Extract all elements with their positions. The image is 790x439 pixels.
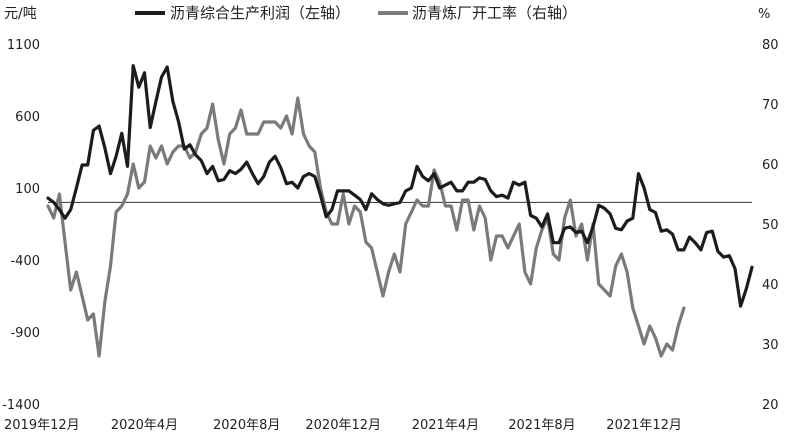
right-tick-label: 70 bbox=[762, 98, 779, 113]
left-tick-label: -400 bbox=[10, 254, 40, 269]
left-axis-ticks: 1100 600 100 -400 -900 -1400 bbox=[2, 38, 40, 413]
left-tick-label: -1400 bbox=[2, 398, 40, 413]
left-axis-unit: 元/吨 bbox=[4, 6, 37, 22]
legend: 沥青综合生产利润（左轴） 沥青炼厂开工率（右轴） bbox=[135, 4, 577, 22]
right-tick-label: 60 bbox=[762, 158, 779, 173]
right-tick-label: 80 bbox=[762, 38, 779, 53]
left-tick-label: 100 bbox=[15, 182, 40, 197]
right-tick-label: 40 bbox=[762, 278, 779, 293]
left-tick-label: 600 bbox=[15, 110, 40, 125]
x-tick-label: 2020年4月 bbox=[111, 418, 178, 433]
x-tick-label: 2021年4月 bbox=[412, 418, 479, 433]
x-tick-label: 2019年12月 bbox=[4, 418, 80, 433]
x-tick-label: 2021年12月 bbox=[606, 418, 682, 433]
x-tick-label: 2020年12月 bbox=[305, 418, 381, 433]
right-tick-label: 30 bbox=[762, 338, 779, 353]
right-axis-unit: % bbox=[758, 7, 770, 22]
legend-label-profit: 沥青综合生产利润（左轴） bbox=[170, 4, 350, 22]
left-tick-label: -900 bbox=[10, 326, 40, 341]
series-line-utilization bbox=[46, 96, 686, 358]
right-tick-label: 50 bbox=[762, 218, 779, 233]
right-axis-ticks: 80 70 60 50 40 30 20 bbox=[762, 38, 779, 413]
left-tick-label: 1100 bbox=[7, 38, 40, 53]
legend-label-utilization: 沥青炼厂开工率（右轴） bbox=[412, 4, 577, 22]
series-layer bbox=[46, 63, 754, 358]
series-line-profit bbox=[46, 63, 754, 308]
x-tick-label: 2021年8月 bbox=[508, 418, 575, 433]
x-axis-ticks: 2019年12月 2020年4月 2020年8月 2020年12月 2021年4月 202… bbox=[4, 418, 682, 433]
right-tick-label: 20 bbox=[762, 398, 779, 413]
x-tick-label: 2020年8月 bbox=[213, 418, 280, 433]
